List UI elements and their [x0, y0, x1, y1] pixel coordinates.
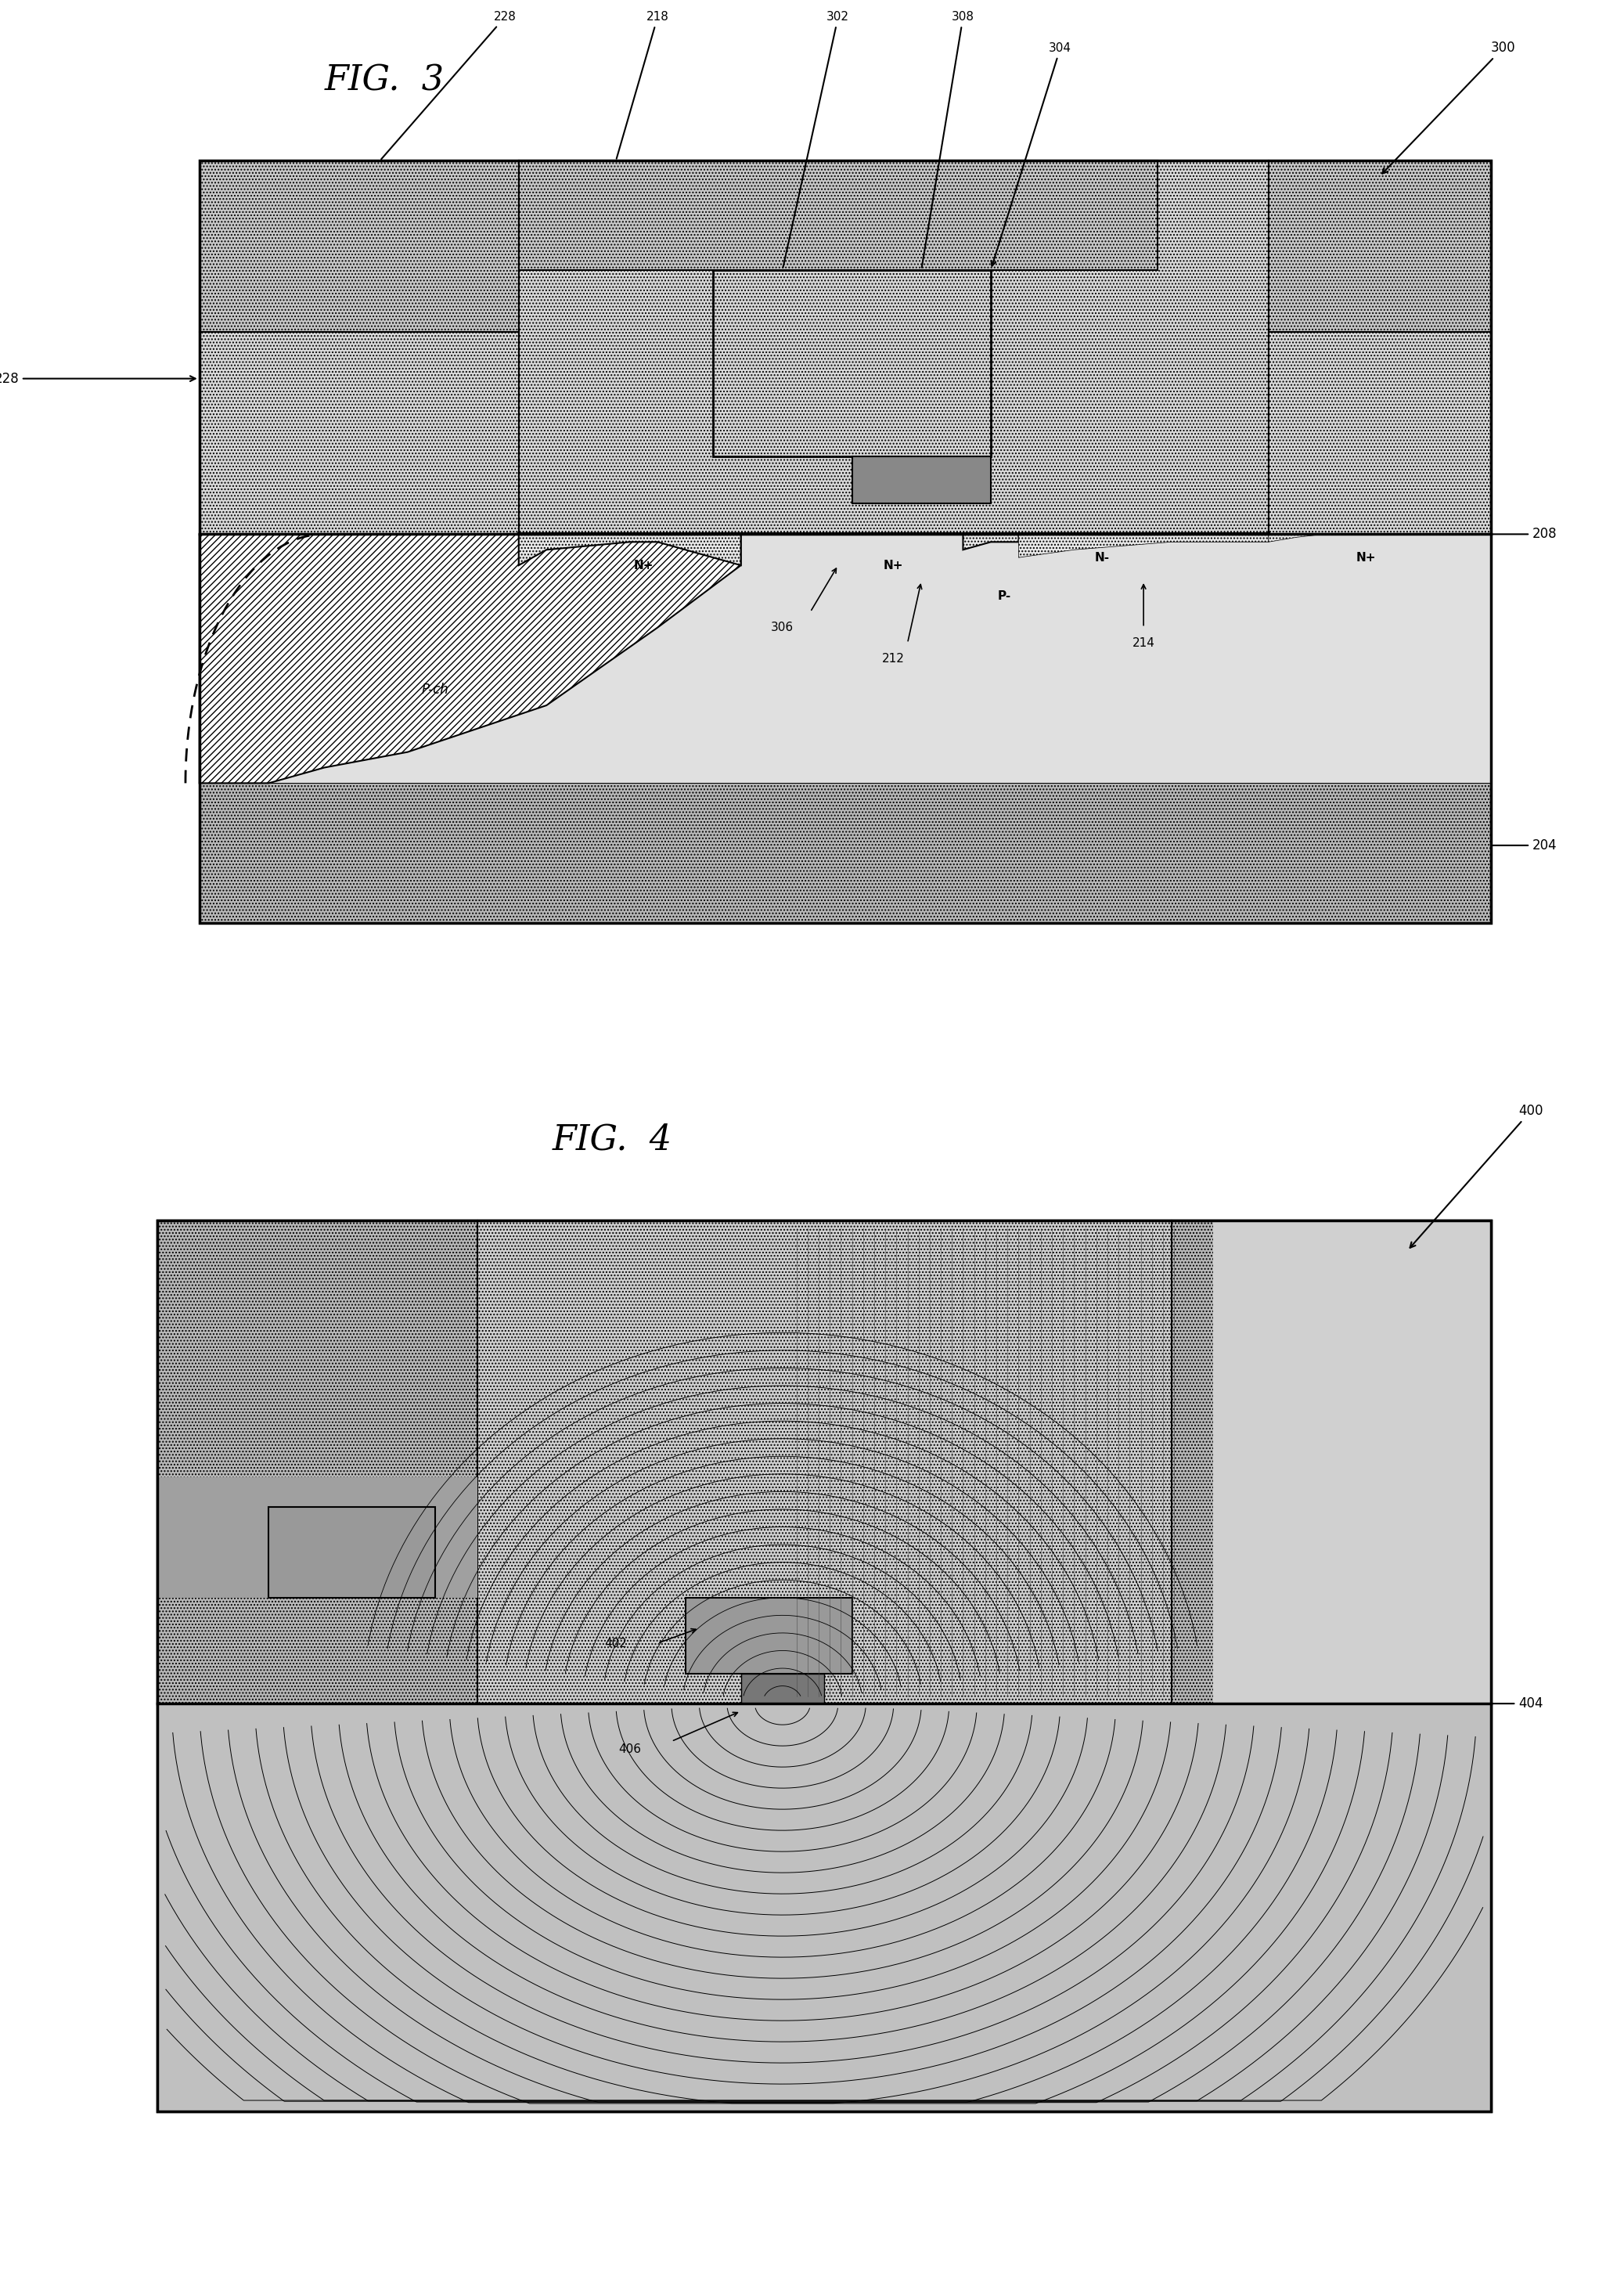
Text: 302: 302 [783, 11, 849, 267]
Text: 400: 400 [1410, 1104, 1543, 1248]
Polygon shape [963, 534, 1018, 550]
Bar [1171, 1221, 1491, 1705]
Text: 308: 308 [922, 11, 974, 267]
Text: 406: 406 [619, 1743, 641, 1755]
Text: P-ch: P-ch [422, 682, 448, 696]
Text: 306: 306 [771, 621, 794, 634]
Text: FIG.  4: FIG. 4 [552, 1123, 672, 1157]
Bar [158, 1221, 477, 1705]
Polygon shape [1268, 534, 1491, 543]
Bar [1268, 331, 1491, 534]
Text: N+: N+ [1356, 552, 1376, 564]
Bar [518, 160, 1268, 534]
Bar [1268, 160, 1491, 331]
Bar [518, 160, 1158, 269]
Bar [1213, 1221, 1491, 1705]
Text: N+: N+ [633, 559, 653, 570]
Text: 402: 402 [604, 1638, 627, 1650]
Bar [853, 456, 991, 502]
Bar [741, 1673, 823, 1705]
Text: 304: 304 [991, 43, 1072, 267]
Bar [200, 331, 518, 534]
Polygon shape [518, 534, 741, 566]
Text: 218: 218 [617, 11, 669, 160]
Text: 212: 212 [882, 653, 905, 664]
Text: P-: P- [997, 591, 1012, 602]
Bar [200, 534, 1491, 783]
Text: 300: 300 [1382, 41, 1515, 173]
Bar [200, 160, 1491, 924]
Bar [200, 783, 1491, 924]
Bar [158, 1476, 477, 1597]
Text: 228: 228 [382, 11, 516, 160]
Polygon shape [200, 534, 741, 783]
Bar [200, 160, 1491, 924]
Bar [685, 1597, 853, 1673]
Text: FIG.  3: FIG. 3 [325, 64, 445, 98]
Text: 204: 204 [1492, 837, 1557, 853]
Text: 404: 404 [1492, 1696, 1543, 1712]
Bar [200, 160, 518, 331]
Text: N+: N+ [883, 559, 903, 570]
Polygon shape [1018, 534, 1268, 557]
Text: 208: 208 [1492, 527, 1557, 541]
Text: 228: 228 [0, 372, 195, 386]
Bar [713, 269, 991, 456]
Bar [268, 1508, 435, 1597]
Text: N-: N- [1095, 552, 1109, 564]
Bar [158, 1705, 1491, 2111]
Bar [477, 1221, 1171, 1705]
Text: 214: 214 [1132, 637, 1155, 648]
